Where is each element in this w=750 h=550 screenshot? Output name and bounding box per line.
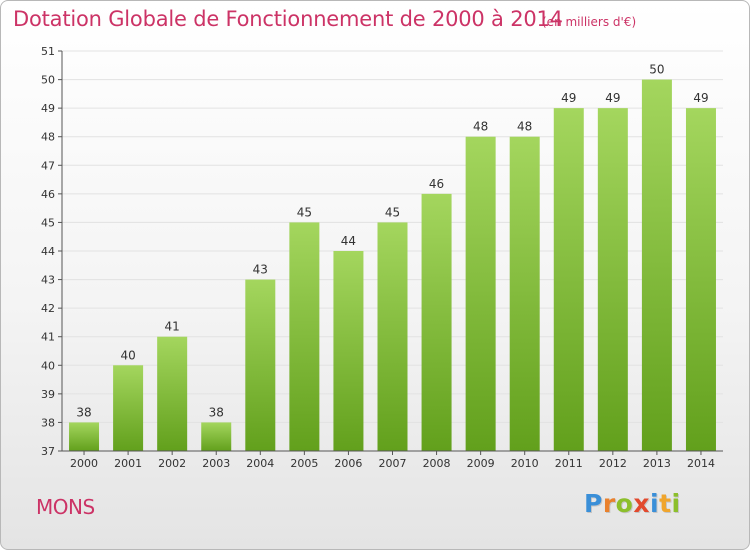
bar-2014 (685, 108, 716, 452)
y-tick-label: 42 (41, 302, 55, 315)
y-tick-label: 37 (41, 445, 55, 458)
x-tick-label-2003: 2003 (202, 457, 230, 470)
bar-2001 (113, 365, 144, 451)
logo-letter: i (671, 489, 681, 518)
data-label-2002: 41 (165, 320, 180, 334)
x-tick-label-2009: 2009 (467, 457, 495, 470)
labels: 37 38 39 40 41 42 43 44 45 46 47 48 49 50 51 38 2000 40 20… (41, 45, 715, 470)
bar-2006 (333, 251, 364, 451)
y-tick-label: 50 (41, 74, 55, 87)
y-tick-label: 41 (41, 331, 55, 344)
x-tick-label-2008: 2008 (423, 457, 451, 470)
data-label-2009: 48 (473, 120, 488, 134)
data-label-2012: 49 (605, 91, 620, 105)
data-label-2005: 45 (297, 205, 312, 219)
data-label-2001: 40 (120, 348, 135, 362)
data-label-2014: 49 (693, 91, 708, 105)
data-label-2000: 38 (76, 405, 91, 419)
bar-2010 (509, 136, 540, 451)
y-tick-label: 45 (41, 216, 55, 229)
x-tick-label-2011: 2011 (555, 457, 583, 470)
commune-name: MONS (36, 495, 95, 519)
y-tick-label: 48 (41, 131, 55, 144)
bar-2007 (377, 222, 408, 451)
x-tick-label-2006: 2006 (334, 457, 362, 470)
data-label-2010: 48 (517, 120, 532, 134)
x-tick-label-2010: 2010 (511, 457, 539, 470)
bars (69, 79, 716, 452)
y-tick-label: 40 (41, 359, 55, 372)
x-tick-label-2000: 2000 (70, 457, 98, 470)
bar-2013 (641, 79, 672, 452)
y-tick-label: 43 (41, 274, 55, 287)
x-tick-label-2007: 2007 (379, 457, 407, 470)
bar-2003 (201, 422, 232, 451)
y-tick-label: 38 (41, 416, 55, 429)
logo-letter: P (584, 489, 603, 518)
x-tick-label-2001: 2001 (114, 457, 142, 470)
logo-letter: x (633, 489, 650, 518)
y-tick-label: 39 (41, 388, 55, 401)
bar-2000 (69, 422, 100, 451)
data-label-2008: 46 (429, 177, 444, 191)
y-tick-label: 44 (41, 245, 55, 258)
x-tick-label-2005: 2005 (290, 457, 318, 470)
proxiti-logo: Proxiti (584, 489, 681, 518)
x-tick-label-2002: 2002 (158, 457, 186, 470)
chart-title: Dotation Globale de Fonctionnement de 20… (13, 7, 563, 31)
y-tick-label: 46 (41, 188, 55, 201)
x-tick-label-2013: 2013 (643, 457, 671, 470)
bar-2009 (465, 136, 496, 451)
logo-letter: r (602, 489, 616, 518)
axes (58, 50, 723, 455)
x-tick-label-2014: 2014 (687, 457, 715, 470)
data-label-2013: 50 (649, 63, 664, 77)
data-label-2007: 45 (385, 205, 400, 219)
y-tick-label: 51 (41, 45, 55, 58)
data-label-2011: 49 (561, 91, 576, 105)
bar-2008 (421, 193, 452, 451)
bar-2004 (245, 279, 276, 451)
bar-2011 (553, 108, 584, 452)
bar-2005 (289, 222, 320, 451)
logo-letter: t (659, 489, 672, 518)
logo-letter: i (650, 489, 660, 518)
data-label-2003: 38 (209, 405, 224, 419)
logo-letter: o (615, 489, 634, 518)
x-tick-label-2012: 2012 (599, 457, 627, 470)
bar-2012 (597, 108, 628, 452)
data-label-2006: 44 (341, 234, 356, 248)
y-tick-label: 47 (41, 159, 55, 172)
bar-2002 (157, 336, 188, 451)
x-tick-label-2004: 2004 (246, 457, 274, 470)
data-label-2004: 43 (253, 263, 268, 277)
y-tick-label: 49 (41, 102, 55, 115)
chart-unit-note: (en milliers d'€) (542, 15, 637, 29)
